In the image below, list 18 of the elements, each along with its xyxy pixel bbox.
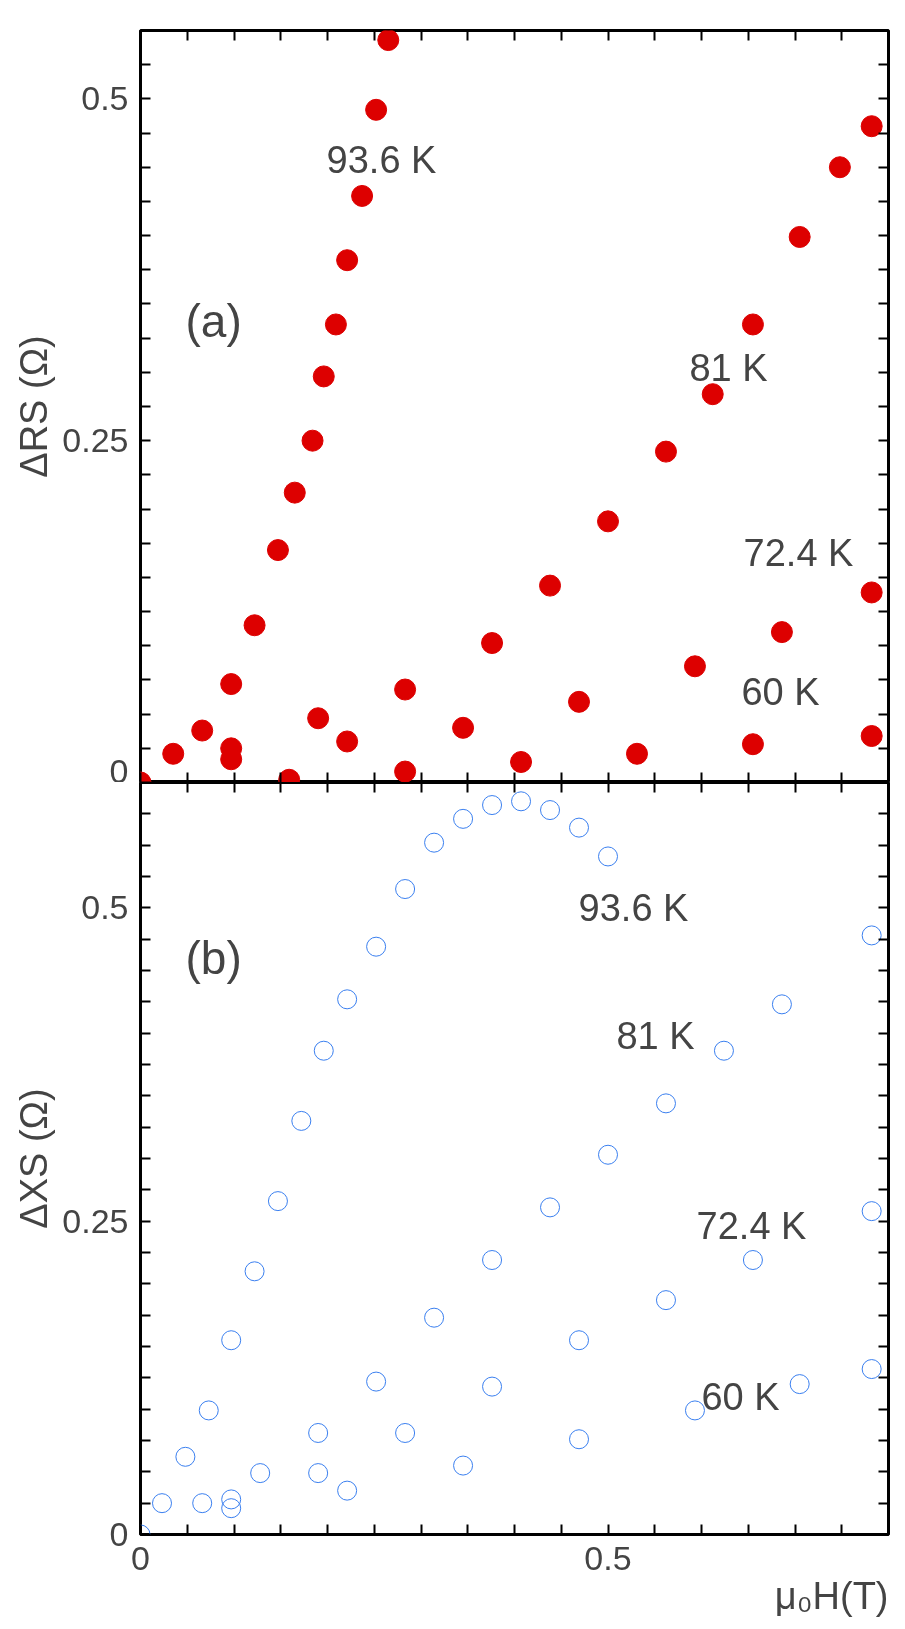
- y-axis-title: ΔXS (Ω): [13, 1088, 56, 1229]
- y-tick-label: 0.5: [81, 79, 129, 118]
- series-label: 93.6 K: [578, 886, 689, 929]
- series-label: 93.6 K: [326, 138, 437, 181]
- text: (a): [185, 294, 242, 347]
- series-label: 72.4 K: [743, 531, 854, 574]
- series-label: 60 K: [741, 670, 820, 713]
- y-tick-label: 0: [109, 1515, 129, 1553]
- series-label: 72.4 K: [696, 1204, 807, 1247]
- y-tick-label: 0.25: [62, 421, 129, 460]
- series-label: 60 K: [701, 1375, 780, 1418]
- x-axis-title: μ₀H(T): [774, 1574, 889, 1617]
- text: (b): [185, 931, 242, 984]
- series-label: 81 K: [689, 346, 768, 389]
- y-tick-label: 0.25: [62, 1201, 129, 1240]
- y-axis-title: ΔRS (Ω): [13, 335, 56, 478]
- series-label: 81 K: [616, 1014, 695, 1057]
- y-tick-label: 0.5: [81, 888, 129, 927]
